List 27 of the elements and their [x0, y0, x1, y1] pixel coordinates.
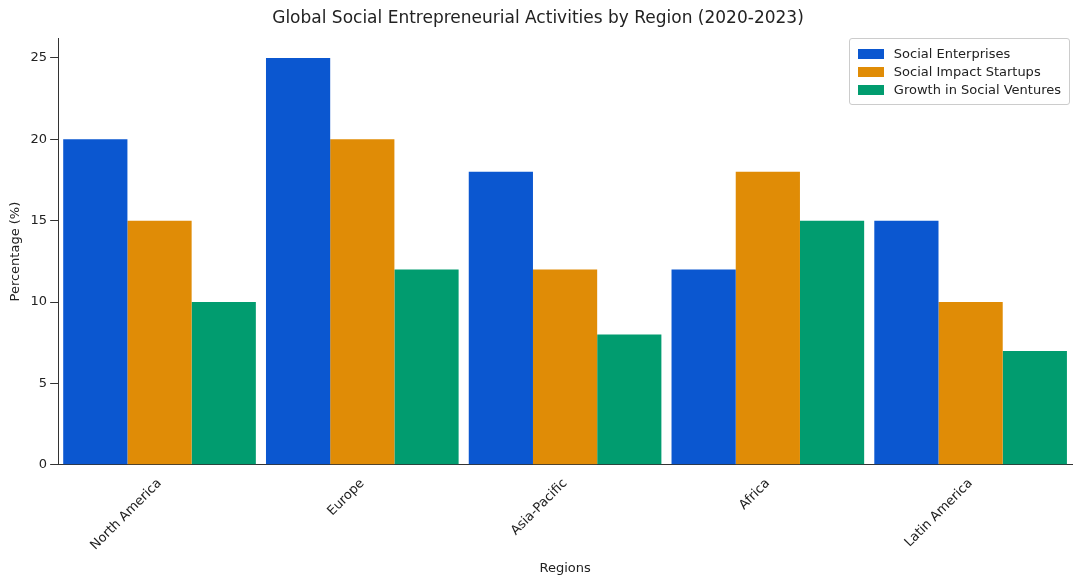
- bar: [671, 269, 736, 465]
- x-axis-title: Regions: [539, 559, 591, 575]
- y-tick-label: 25: [30, 49, 48, 65]
- bar: [265, 57, 331, 465]
- legend-label: Social Impact Startups: [893, 64, 1041, 79]
- y-tick-label: 5: [38, 374, 48, 390]
- bar: [735, 171, 800, 465]
- bar: [394, 269, 459, 465]
- bar: [63, 139, 128, 465]
- y-tick-label: 15: [30, 212, 48, 228]
- bar: [938, 302, 1003, 465]
- bar: [127, 220, 192, 465]
- y-axis-title: Percentage (%): [7, 201, 23, 302]
- bar: [874, 220, 939, 465]
- bar: [468, 171, 533, 465]
- bar: [597, 334, 662, 465]
- y-tick-label: 10: [30, 293, 48, 309]
- bar: [532, 269, 598, 465]
- bar: [1002, 350, 1067, 465]
- chart-title: Global Social Entrepreneurial Activities by Region (2020-2023): [272, 6, 804, 27]
- y-tick-label: 20: [30, 130, 48, 146]
- legend-label: Social Enterprises: [893, 46, 1011, 61]
- bar: [799, 220, 865, 465]
- bar: [191, 302, 256, 465]
- bar: [330, 139, 395, 465]
- legend-label: Growth in Social Ventures: [893, 82, 1061, 97]
- y-tick-label: 0: [38, 456, 48, 472]
